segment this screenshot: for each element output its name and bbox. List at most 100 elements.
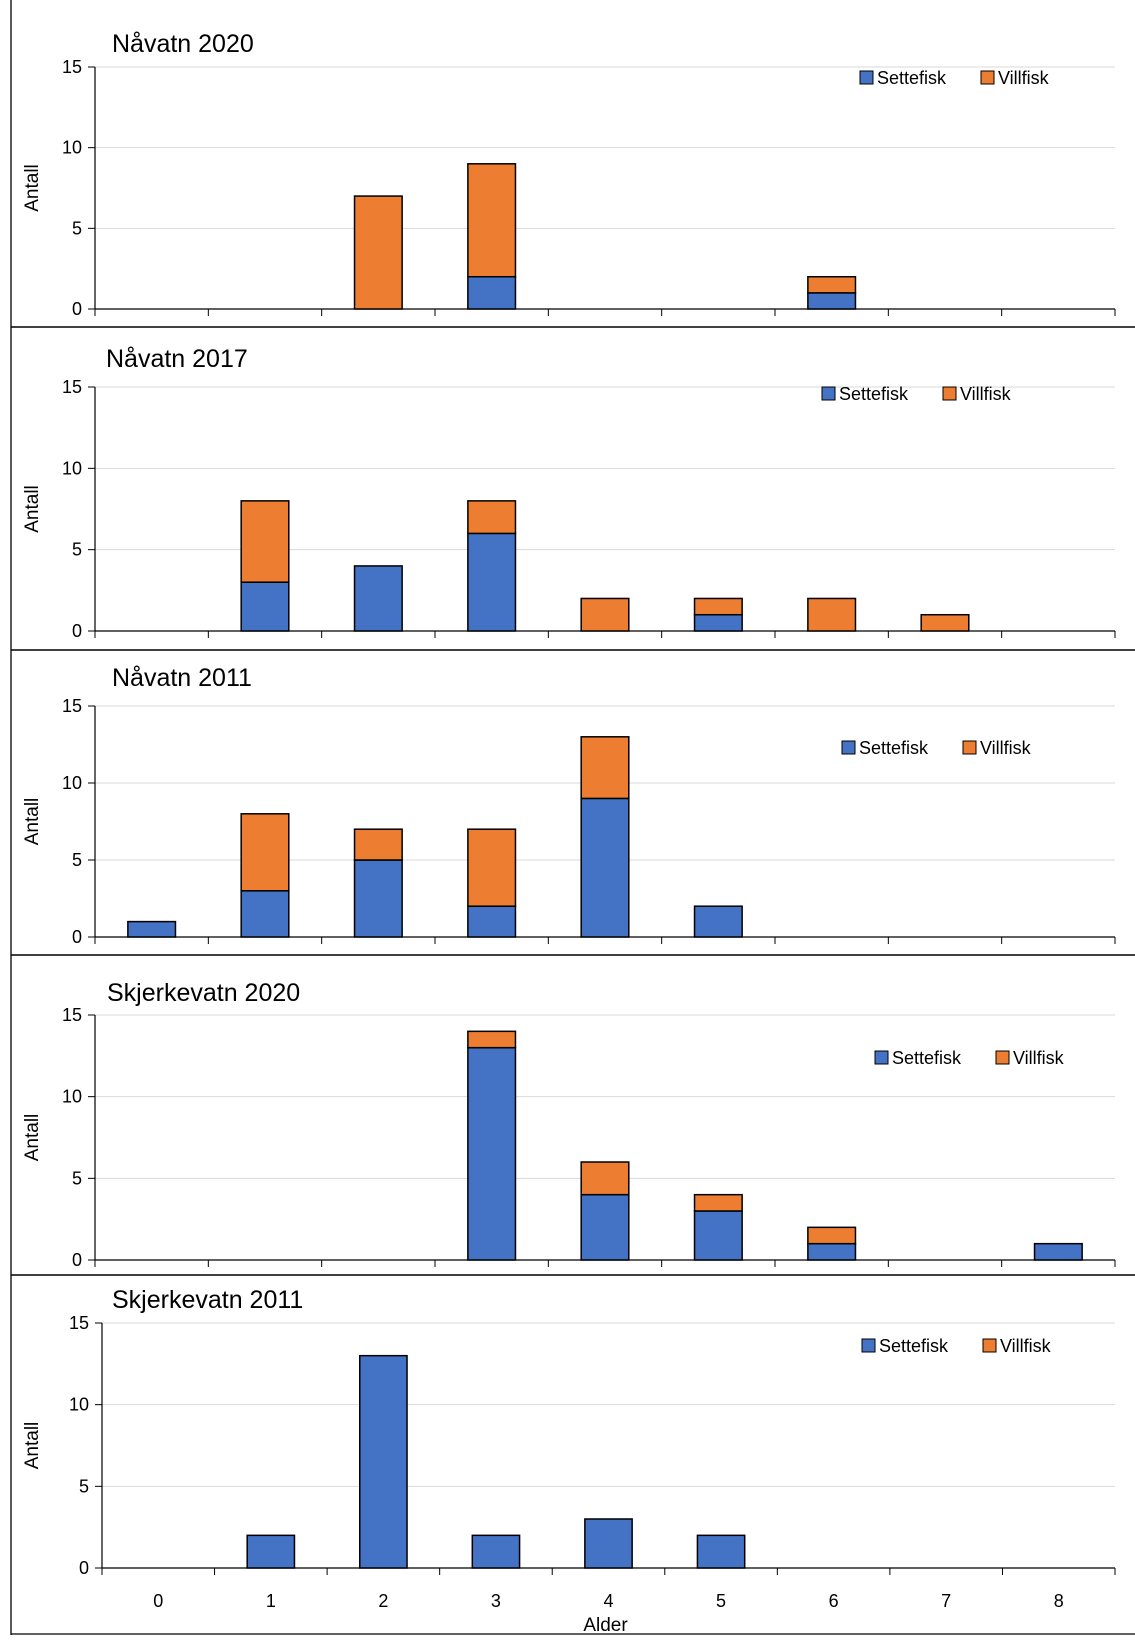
x-axis-label: Alder <box>583 1615 628 1635</box>
chart-title: Skjerkevatn 2011 <box>112 1286 303 1314</box>
y-axis-label: Antall <box>22 1114 43 1162</box>
bar-settefisk-1 <box>240 890 290 938</box>
bar-settefisk-4 <box>584 1518 633 1569</box>
x-tick-label: 3 <box>491 1591 501 1611</box>
bar-settefisk-3 <box>467 275 517 310</box>
legend-swatch-settefisk <box>859 70 874 85</box>
y-tick-label: 15 <box>62 696 82 716</box>
legend-label-villfisk: Villfisk <box>998 68 1050 88</box>
bar-settefisk-5 <box>693 905 743 938</box>
legend-swatch-villfisk <box>982 1338 997 1353</box>
bar-settefisk-2 <box>353 859 403 938</box>
x-tick-label: 2 <box>378 1591 388 1611</box>
chart-panel-2: 0 5 10 15 Nåvatn 2017 Antall Settefisk Villfisk <box>11 326 1135 641</box>
x-tick-label: 7 <box>941 1591 951 1611</box>
legend-label-villfisk: Villfisk <box>1013 1048 1065 1068</box>
bar-settefisk-6 <box>807 292 857 310</box>
legend-swatch-villfisk <box>980 70 995 85</box>
bar-villfisk-5 <box>693 597 743 616</box>
y-tick-label: 15 <box>62 57 82 77</box>
y-tick-label: 5 <box>72 850 82 870</box>
y-tick-label: 15 <box>69 1313 89 1333</box>
bar-villfisk-3 <box>467 1030 517 1049</box>
bar-settefisk-4 <box>580 1193 630 1261</box>
legend-label-settefisk: Settefisk <box>839 384 909 404</box>
bar-villfisk-4 <box>580 1161 630 1196</box>
y-axis-label: Antall <box>22 485 43 533</box>
bar-settefisk-5 <box>693 613 743 632</box>
bar-settefisk-2 <box>359 1354 408 1569</box>
legend-swatch-villfisk <box>962 740 977 755</box>
legend-swatch-settefisk <box>841 740 856 755</box>
y-axis-label: Antall <box>22 164 43 212</box>
legend-swatch-villfisk <box>942 386 957 401</box>
bar-villfisk-6 <box>807 275 857 294</box>
legend-label-settefisk: Settefisk <box>892 1048 962 1068</box>
x-tick-label: 8 <box>1054 1591 1064 1611</box>
bar-settefisk-2 <box>353 565 403 632</box>
bar-settefisk-3 <box>467 532 517 632</box>
y-axis-label: Antall <box>22 1422 43 1470</box>
bar-villfisk-1 <box>240 500 290 583</box>
chart-panel-3: 0 5 10 15 Nåvatn 2011 Antall Settefisk Villfisk <box>11 649 1135 947</box>
bar-villfisk-3 <box>467 163 517 278</box>
bar-villfisk-4 <box>580 736 630 800</box>
bar-villfisk-6 <box>807 597 857 632</box>
bar-settefisk-6 <box>807 1242 857 1261</box>
legend: Settefisk Villfisk <box>821 384 1012 404</box>
legend-label-settefisk: Settefisk <box>879 1336 949 1356</box>
y-tick-label: 0 <box>79 1558 89 1578</box>
x-tick-label: 4 <box>603 1591 613 1611</box>
y-tick-label: 5 <box>72 540 82 560</box>
legend: Settefisk Villfisk <box>859 68 1050 88</box>
legend-swatch-settefisk <box>874 1050 889 1065</box>
bar-settefisk-3 <box>471 1534 521 1569</box>
legend: Settefisk Villfisk <box>841 738 1032 758</box>
bar-villfisk-2 <box>353 195 403 310</box>
x-tick-label: 6 <box>829 1591 839 1611</box>
y-tick-label: 0 <box>72 299 82 319</box>
y-tick-label: 10 <box>62 458 82 478</box>
bar-villfisk-1 <box>240 813 290 892</box>
bar-villfisk-6 <box>807 1226 857 1245</box>
bar-settefisk-3 <box>467 1046 517 1261</box>
legend-label-villfisk: Villfisk <box>1000 1336 1052 1356</box>
legend-swatch-villfisk <box>995 1050 1010 1065</box>
y-tick-label: 5 <box>79 1476 89 1496</box>
chart-title: Nåvatn 2020 <box>112 30 254 58</box>
y-tick-label: 10 <box>69 1395 89 1415</box>
chart-panel-1: 0 5 10 15 Nåvatn 2020 Antall Settefisk Villfisk <box>22 30 1116 319</box>
x-tick-label: 0 <box>153 1591 163 1611</box>
bar-settefisk-4 <box>580 797 630 938</box>
y-tick-label: 0 <box>72 927 82 947</box>
bar-settefisk-1 <box>240 581 290 632</box>
legend-label-settefisk: Settefisk <box>877 68 947 88</box>
bar-villfisk-5 <box>693 1193 743 1212</box>
chart-title: Skjerkevatn 2020 <box>107 979 300 1007</box>
x-tick-label: 1 <box>266 1591 276 1611</box>
legend-label-villfisk: Villfisk <box>960 384 1012 404</box>
bar-settefisk-5 <box>693 1210 743 1261</box>
y-tick-label: 10 <box>62 773 82 793</box>
bar-settefisk-1 <box>246 1534 296 1569</box>
y-tick-label: 15 <box>62 377 82 397</box>
legend-label-villfisk: Villfisk <box>980 738 1032 758</box>
y-tick-label: 5 <box>72 1168 82 1188</box>
legend-swatch-settefisk <box>821 386 836 401</box>
chart-panel-4: 0 5 10 15 Skjerkevatn 2020 Antall Settefisk Vil… <box>11 954 1135 1270</box>
chart-panel-5: 0 5 10 15 0 1 2 3 4 5 6 7 8 Skjerkevatn 2011 Antall Ald… <box>11 1274 1135 1636</box>
bar-settefisk-0 <box>127 920 177 938</box>
chart-title: Nåvatn 2011 <box>112 664 252 692</box>
x-tick-label: 5 <box>716 1591 726 1611</box>
bar-settefisk-3 <box>467 905 517 938</box>
bar-villfisk-2 <box>353 828 403 861</box>
y-tick-label: 10 <box>62 1087 82 1107</box>
bar-villfisk-3 <box>467 828 517 907</box>
bar-settefisk-8 <box>1033 1242 1083 1261</box>
legend-swatch-settefisk <box>861 1338 876 1353</box>
bar-villfisk-4 <box>580 597 630 632</box>
y-tick-label: 0 <box>72 621 82 641</box>
legend-label-settefisk: Settefisk <box>859 738 929 758</box>
